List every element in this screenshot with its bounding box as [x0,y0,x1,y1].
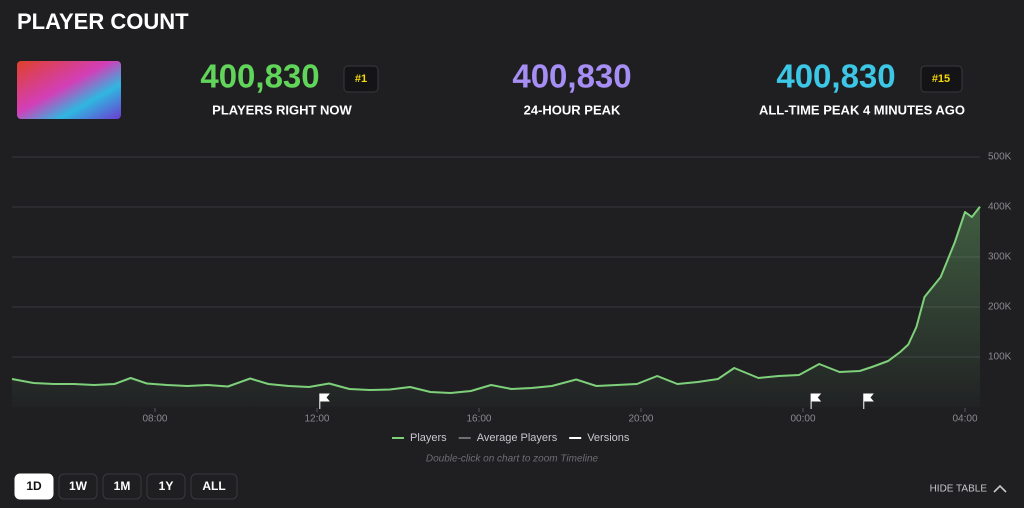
stat-value: 400,830 [200,58,319,95]
legend-label: Versions [587,432,630,444]
line [11,205,981,394]
range-button-label[interactable]: 1W [69,479,88,493]
legend-label: Average Players [477,432,558,444]
range-button[interactable] [102,473,142,500]
stat-value: 400,830 [776,58,895,95]
y-tick-label: 400K [988,202,1012,213]
range-button-label[interactable]: 1D [26,479,42,493]
rank-badge [920,65,963,93]
y-tick-label: 300K [988,252,1012,263]
area [12,206,980,407]
range-button[interactable] [146,473,186,500]
y-tick-label: 200K [988,302,1012,313]
x-tick-label: 16:00 [466,414,491,425]
x-tick-label: 00:00 [790,414,815,425]
x-tick-label: 04:00 [952,414,977,425]
chevron-icon [993,484,1007,493]
y-tick-label: 100K [988,352,1012,363]
x-tick-label: 08:00 [142,414,167,425]
legend-label: Players [410,432,447,444]
stat-label: PLAYERS RIGHT NOW [212,102,352,117]
range-button-label[interactable]: ALL [202,479,225,493]
range-button-label[interactable]: 1M [114,479,131,493]
chart-hint: Double-click on chart to zoom Timeline [426,454,599,465]
rank: #15 [932,73,950,85]
y-tick-label: 500K [988,152,1012,163]
rank-badge [343,65,379,93]
hide-table[interactable]: HIDE TABLE [930,484,988,495]
version-flag [810,393,822,409]
x-tick-label: 20:00 [628,414,653,425]
stat-label: ALL-TIME PEAK 4 MINUTES AGO [759,102,965,117]
range-button[interactable] [190,473,238,500]
page-title: PLAYER COUNT [17,9,189,34]
version-flag [319,393,330,409]
rank: #1 [355,73,367,85]
range-button[interactable] [58,473,98,500]
range-button-label[interactable]: 1Y [159,479,174,493]
stat-value: 400,830 [512,58,631,95]
game-thumbnail [17,61,121,119]
x-tick-label: 12:00 [304,414,329,425]
range-button[interactable] [14,473,54,500]
stat-label: 24-HOUR PEAK [524,102,621,117]
version-flag [863,393,874,409]
